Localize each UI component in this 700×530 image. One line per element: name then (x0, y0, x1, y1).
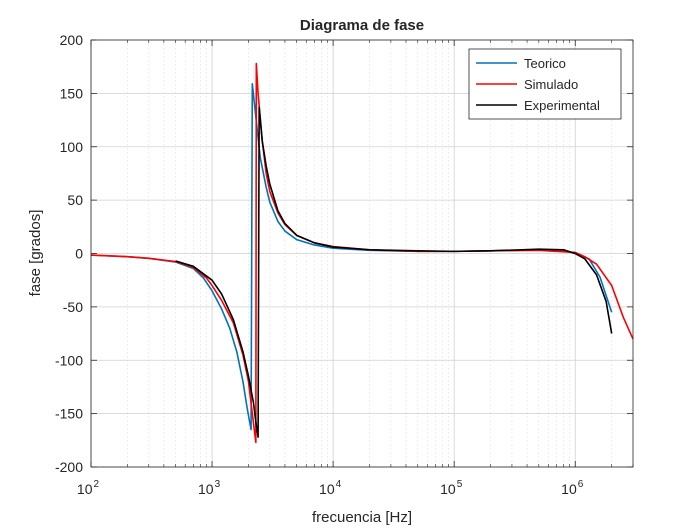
chart-title: Diagrama de fase (300, 17, 424, 34)
y-tick-label: 200 (60, 32, 84, 48)
x-axis-label: frecuencia [Hz] (312, 509, 412, 525)
y-tick-label: 100 (60, 139, 84, 155)
y-tick-label: -100 (55, 352, 83, 368)
legend-label: Simulado (524, 77, 578, 92)
axis-ticks (90, 39, 634, 468)
legend: Teorico Simulado Experimental (468, 48, 622, 120)
series-line (90, 62, 634, 444)
y-tick-label: -200 (55, 459, 83, 475)
y-tick-label: 0 (75, 246, 83, 262)
legend-label: Experimental (524, 98, 600, 113)
series-experimental (175, 106, 613, 438)
y-tick-label: -150 (55, 406, 83, 422)
y-tick-label: -50 (63, 299, 83, 315)
y-tick-label: 50 (67, 192, 83, 208)
series-simulado (90, 62, 634, 444)
y-axis-label: fase [grados] (27, 210, 44, 297)
legend-label: Teorico (524, 56, 566, 71)
series-layer (90, 62, 634, 444)
series-line (175, 106, 613, 438)
y-tick-label: 150 (60, 85, 84, 101)
y-tick-labels: 200 150 100 50 0 -50 -100 -150 -200 (55, 32, 83, 475)
